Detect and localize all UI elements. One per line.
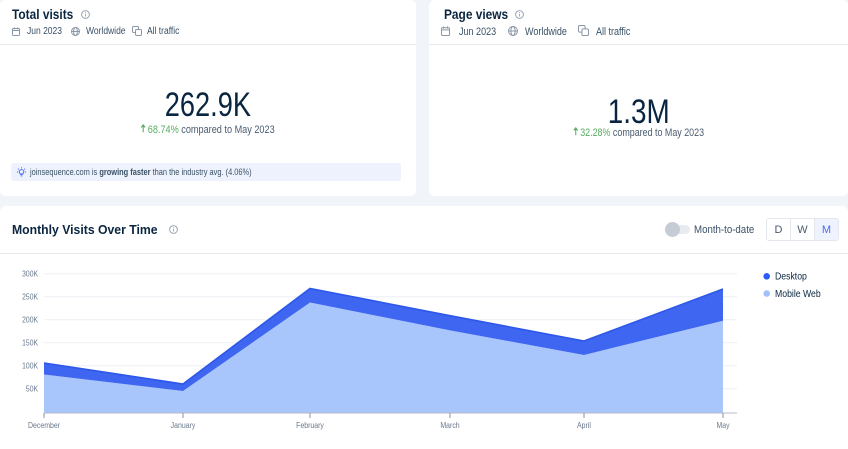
svg-text:300K: 300K <box>22 269 38 279</box>
svg-text:50K: 50K <box>26 384 38 394</box>
svg-text:Desktop: Desktop <box>775 271 807 282</box>
svg-text:May: May <box>716 421 729 431</box>
svg-text:150K: 150K <box>22 338 38 348</box>
svg-text:100K: 100K <box>22 361 38 371</box>
svg-text:April: April <box>577 421 591 431</box>
svg-text:March: March <box>440 421 459 431</box>
svg-text:December: December <box>28 421 61 431</box>
svg-text:January: January <box>171 421 196 431</box>
svg-text:200K: 200K <box>22 315 38 325</box>
svg-text:Mobile Web: Mobile Web <box>775 288 821 299</box>
svg-text:February: February <box>296 421 324 431</box>
svg-text:250K: 250K <box>22 292 38 302</box>
